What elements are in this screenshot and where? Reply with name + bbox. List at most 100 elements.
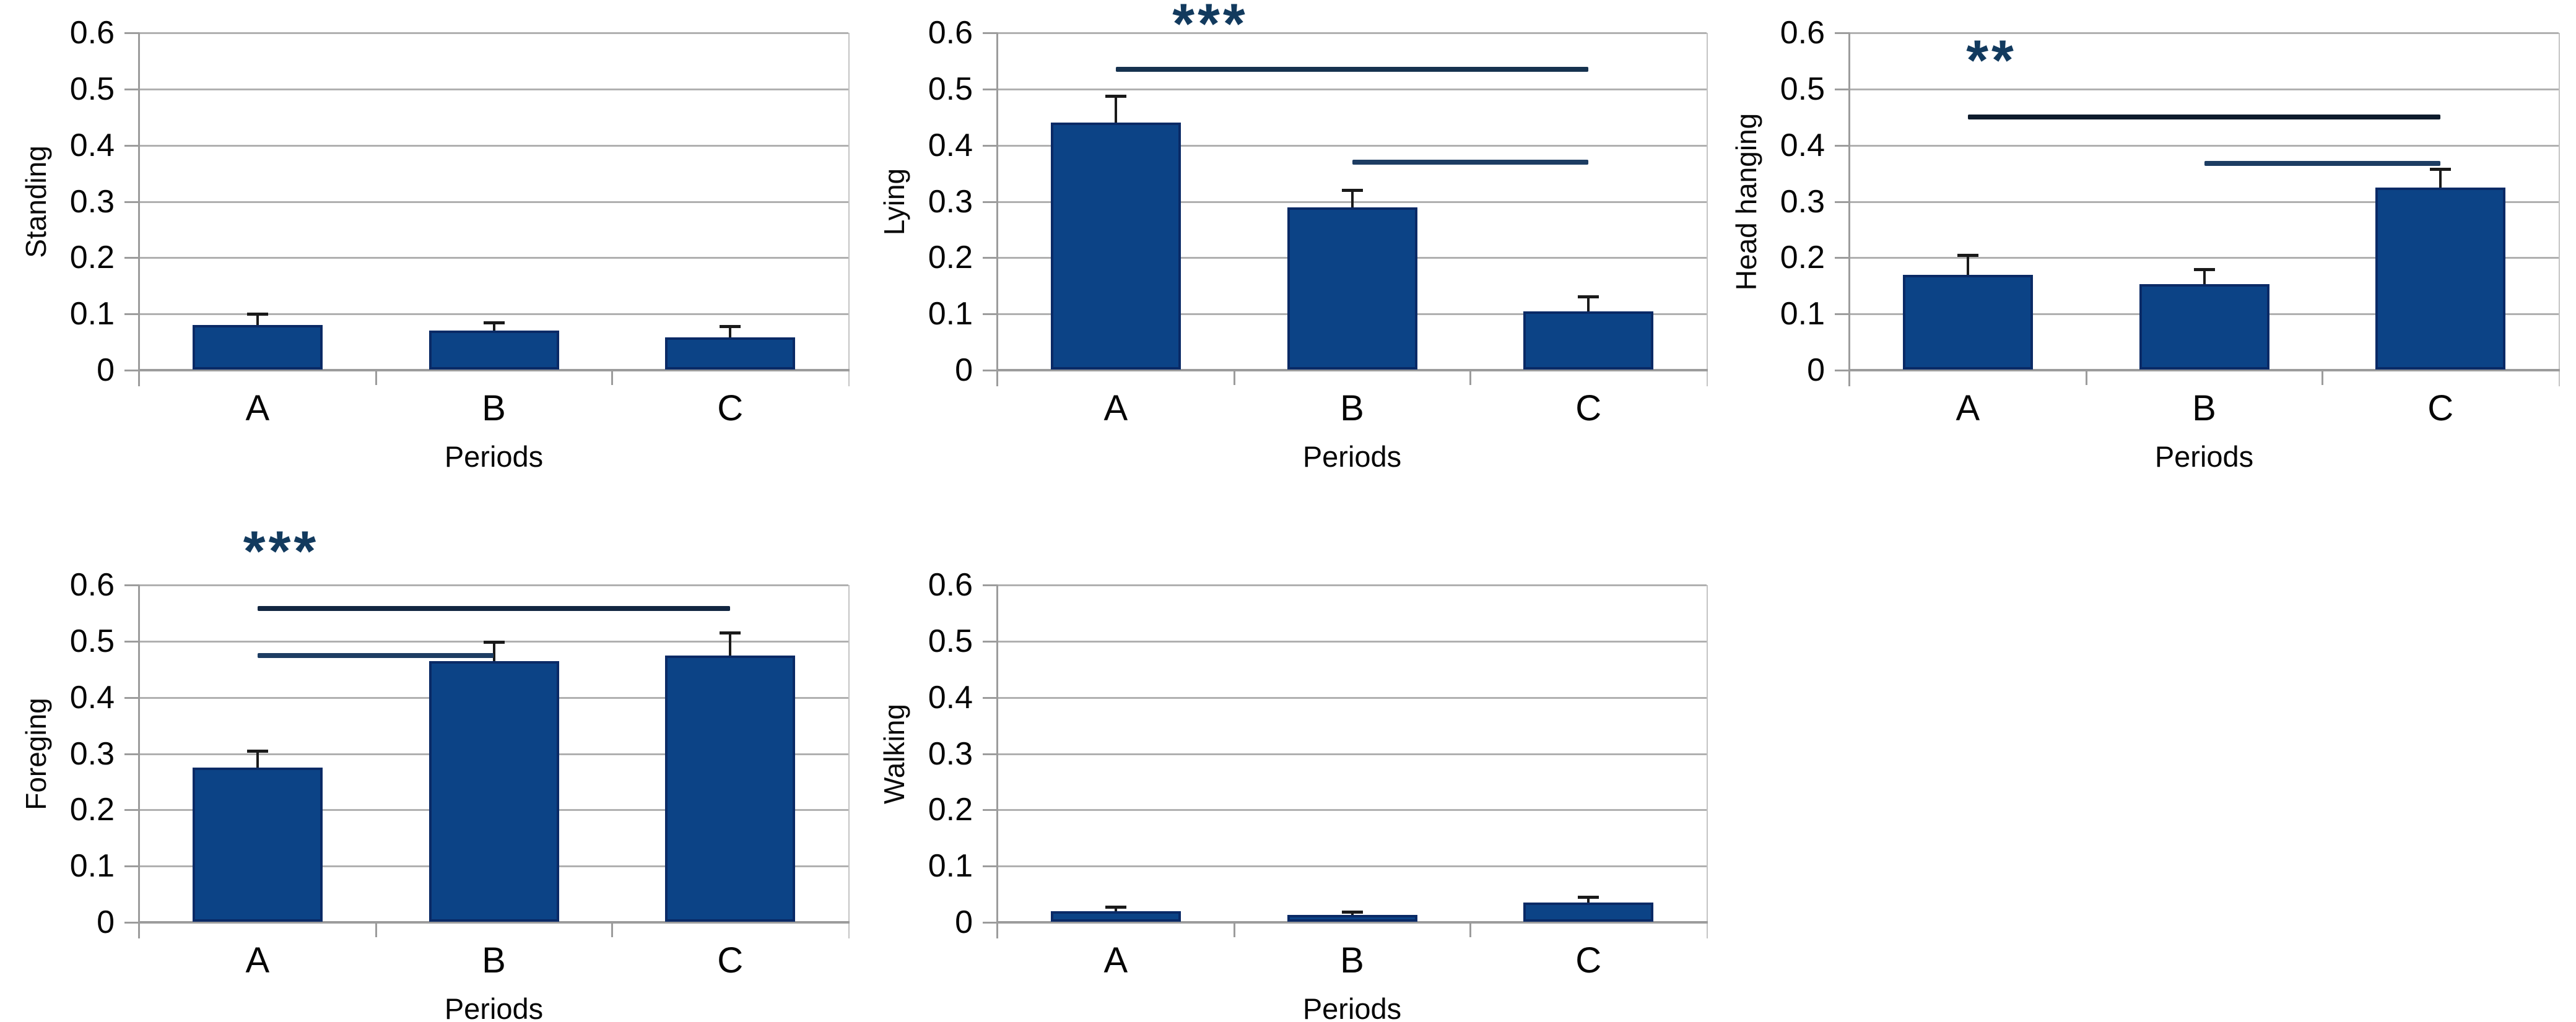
bar-foreging-b bbox=[429, 660, 559, 922]
y-tick-mark bbox=[124, 88, 139, 90]
error-bar-stem bbox=[1114, 907, 1117, 911]
y-tick-mark bbox=[1835, 370, 1850, 371]
x-axis-line bbox=[998, 369, 1708, 371]
gridline-0.2 bbox=[139, 257, 848, 259]
x-axis-tick-mark bbox=[611, 370, 614, 385]
y-tick-mark bbox=[124, 640, 139, 643]
gridline-0.1 bbox=[139, 313, 848, 316]
x-axis-title: Periods bbox=[2154, 440, 2254, 473]
chart-standing: Standing 0 0.1 0.2 0.3 0.4 0.5 0.6 A B C Periods bbox=[6, 5, 864, 516]
y-tick-label: 0 bbox=[1807, 352, 1825, 388]
bar-head-hanging-a bbox=[1902, 274, 2033, 370]
y-tick-label: 0.6 bbox=[928, 567, 973, 603]
y-tick-label: 0.4 bbox=[69, 679, 115, 716]
y-axis-line bbox=[996, 33, 998, 386]
y-tick-label: 0.1 bbox=[69, 296, 115, 332]
y-tick-label: 0.1 bbox=[928, 296, 973, 332]
significance-line bbox=[1115, 67, 1589, 72]
y-tick-mark bbox=[983, 865, 998, 868]
x-axis-tick-mark bbox=[2085, 370, 2087, 385]
y-tick-label: 0.6 bbox=[69, 567, 115, 603]
x-tick-label: C bbox=[2427, 388, 2454, 428]
gridline-0.4 bbox=[139, 144, 848, 147]
x-axis-tick-mark bbox=[375, 370, 377, 385]
gridline-0.2 bbox=[1850, 257, 2559, 259]
error-bar-cap bbox=[1957, 253, 1978, 257]
error-bar-cap bbox=[720, 631, 741, 635]
y-tick-mark bbox=[983, 201, 998, 203]
error-bar-stem bbox=[1114, 95, 1117, 123]
error-bar-cap bbox=[246, 313, 268, 316]
chart-lying: Lying 0 0.1 0.2 0.3 0.4 0.5 0.6 A B C Periods *** bbox=[864, 0, 1723, 516]
y-tick-label: 0.4 bbox=[1780, 127, 1825, 163]
x-tick-label: C bbox=[717, 940, 744, 981]
error-bar-stem bbox=[2203, 269, 2206, 285]
significance-line bbox=[1967, 115, 2441, 120]
x-axis-line bbox=[139, 369, 850, 371]
y-axis-line bbox=[1848, 33, 1850, 386]
y-tick-label: 0.4 bbox=[69, 127, 115, 163]
y-axis-line bbox=[138, 585, 140, 938]
bar-foreging-a bbox=[192, 768, 323, 922]
x-axis-title: Periods bbox=[1302, 440, 1402, 473]
y-tick-label: 0.4 bbox=[928, 127, 973, 163]
y-tick-label: 0.6 bbox=[69, 15, 115, 51]
y-tick-mark bbox=[983, 696, 998, 699]
significance-line bbox=[257, 652, 494, 658]
y-tick-mark bbox=[124, 809, 139, 812]
bar-lying-b bbox=[1287, 207, 1417, 370]
y-tick-label: 0 bbox=[955, 904, 973, 940]
y-tick-label: 0.2 bbox=[69, 240, 115, 276]
x-tick-label: C bbox=[1575, 388, 1602, 428]
y-tick-label: 0 bbox=[97, 904, 115, 940]
y-axis-line bbox=[996, 585, 998, 938]
y-tick-label: 0.3 bbox=[1780, 183, 1825, 220]
y-tick-label: 0.2 bbox=[928, 240, 973, 276]
gridline-0.2 bbox=[998, 809, 1707, 812]
error-bar-cap bbox=[2430, 167, 2452, 171]
gridline-0.3 bbox=[998, 753, 1707, 755]
x-axis-tick-mark bbox=[375, 922, 377, 937]
error-bar-stem bbox=[2439, 168, 2442, 188]
error-bar-cap bbox=[2193, 268, 2215, 272]
x-tick-label: A bbox=[245, 940, 270, 981]
gridline-0.3 bbox=[139, 201, 848, 203]
x-tick-label: B bbox=[482, 388, 506, 428]
error-bar-stem bbox=[1587, 897, 1590, 903]
y-tick-label: 0.5 bbox=[69, 71, 115, 107]
x-axis-tick-mark bbox=[1469, 922, 1472, 937]
gridline-0.6 bbox=[139, 584, 848, 586]
significance-stars: *** bbox=[243, 519, 320, 583]
y-tick-mark bbox=[983, 753, 998, 755]
chart-foreging: Foreging 0 0.1 0.2 0.3 0.4 0.5 0.6 A B C Periods *** bbox=[6, 523, 864, 1022]
y-tick-mark bbox=[124, 865, 139, 868]
y-tick-mark bbox=[983, 313, 998, 316]
x-axis-tick-mark bbox=[1233, 922, 1235, 937]
x-tick-label: B bbox=[1340, 388, 1364, 428]
bar-lying-c bbox=[1523, 311, 1654, 370]
y-tick-mark bbox=[983, 144, 998, 147]
y-tick-mark bbox=[1835, 201, 1850, 203]
y-tick-mark bbox=[983, 584, 998, 586]
bar-foreging-c bbox=[665, 655, 796, 922]
y-tick-label: 0.1 bbox=[928, 848, 973, 885]
error-bar-cap bbox=[1578, 295, 1599, 298]
error-bar-cap bbox=[246, 749, 268, 753]
y-tick-mark bbox=[124, 201, 139, 203]
gridline-0.4 bbox=[1850, 144, 2559, 147]
error-bar-stem bbox=[1966, 254, 1969, 275]
y-tick-mark bbox=[1835, 32, 1850, 34]
chart-head-hanging: Head hanging 0 0.1 0.2 0.3 0.4 0.5 0.6 A B C Period… bbox=[1717, 5, 2575, 516]
error-bar-stem bbox=[1351, 190, 1354, 207]
y-tick-mark bbox=[124, 144, 139, 147]
x-tick-label: A bbox=[1956, 388, 1980, 428]
x-tick-label: B bbox=[2192, 388, 2216, 428]
x-tick-label: B bbox=[482, 940, 506, 981]
gridline-0.4 bbox=[998, 696, 1707, 699]
gridline-0.5 bbox=[998, 640, 1707, 643]
y-tick-label: 0.3 bbox=[69, 735, 115, 772]
error-bar-stem bbox=[256, 750, 259, 768]
y-tick-mark bbox=[124, 696, 139, 699]
y-tick-mark bbox=[983, 809, 998, 812]
y-tick-mark bbox=[983, 370, 998, 371]
